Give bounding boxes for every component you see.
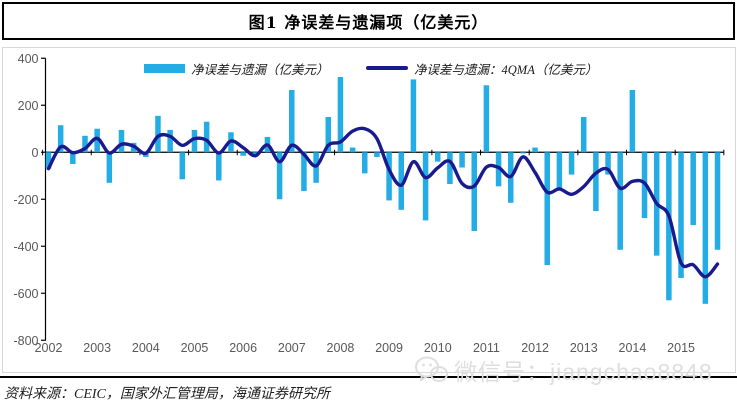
y-tick-label: 400 [18,52,39,66]
y-tick-label: -600 [13,287,38,301]
bar [252,152,259,155]
y-tick-label: 200 [18,99,39,113]
y-tick-label: -400 [13,240,38,254]
bar [57,125,64,153]
bar [702,152,709,304]
bar [94,128,100,153]
separator-line [0,376,737,378]
y-tick-label: -800 [13,334,38,348]
bar [167,129,173,153]
bar [106,152,113,183]
x-tick-label: 2012 [521,341,549,355]
x-tick-label: 2002 [35,341,63,355]
bar [118,129,125,153]
bar [580,117,587,153]
line-series-swatch [366,66,408,70]
legend-label-bars: 净误差与遗漏（亿美元） [191,62,329,77]
bar [678,152,684,278]
chart-area [2,47,736,373]
x-tick-label: 2004 [132,341,160,355]
bar [301,152,307,192]
y-tick-label: -200 [13,193,38,207]
bar [532,147,538,153]
bar [386,152,392,201]
bar [45,152,52,169]
bar [240,152,246,156]
bar [629,89,636,153]
bar [398,152,405,210]
qma-line [46,126,720,279]
bar [82,135,88,153]
bar [325,117,332,153]
bar [459,152,465,168]
bar [374,152,380,157]
bar [520,152,526,154]
bar [471,152,477,231]
legend-item-line: 净误差与遗漏：4QMA（亿美元） [366,60,598,77]
bar [544,152,550,266]
legend-label-line: 净误差与遗漏：4QMA（亿美元） [414,62,598,77]
x-tick-label: 2011 [473,341,500,355]
x-tick-label: 2013 [570,341,598,355]
bar [410,79,417,153]
bar [666,152,672,301]
bar [179,152,186,180]
bar [714,152,721,250]
bar [593,152,599,211]
x-tick-label: 2015 [667,341,695,355]
x-tick-label: 2009 [375,341,403,355]
x-tick-label: 2008 [327,341,355,355]
legend-item-bars: 净误差与遗漏（亿美元） [144,60,329,77]
bar [483,85,490,153]
bar [434,152,441,162]
bar [362,152,368,174]
x-tick-label: 2007 [278,341,306,355]
bar [422,152,429,221]
bar [70,152,76,164]
x-tick-label: 2010 [424,341,452,355]
bar [191,129,198,153]
x-tick-label: 2003 [83,341,111,355]
wechat-icon [415,356,448,382]
x-tick-label: 2014 [619,341,647,355]
x-tick-label: 2005 [181,341,209,355]
chart-legend: 净误差与遗漏（亿美元） 净误差与遗漏：4QMA（亿美元） [0,60,737,77]
figure-title: 图1 净误差与遗漏项（亿美元） [248,13,489,32]
bar [349,147,356,153]
bar [556,152,563,190]
y-tick-label: 0 [32,146,39,160]
bar [203,121,210,153]
bar [617,152,623,250]
bar [605,152,611,175]
bar [568,152,575,175]
bar [447,152,453,184]
bar-series-swatch [144,63,185,73]
bar [337,77,344,153]
source-note: 资料来源：CEIC，国家外汇管理局，海通证券研究所 [4,387,330,402]
bar [276,152,283,200]
bar [289,89,295,153]
bar [690,152,696,226]
bar [155,115,161,153]
bar [216,152,222,181]
figure-title-bar: 图1 净误差与遗漏项（亿美元） [2,2,735,40]
watermark-text: 微信号：jiangchao8848 [454,359,713,385]
x-tick-label: 2006 [229,341,257,355]
watermark: 微信号：jiangchao8848 [414,353,713,387]
